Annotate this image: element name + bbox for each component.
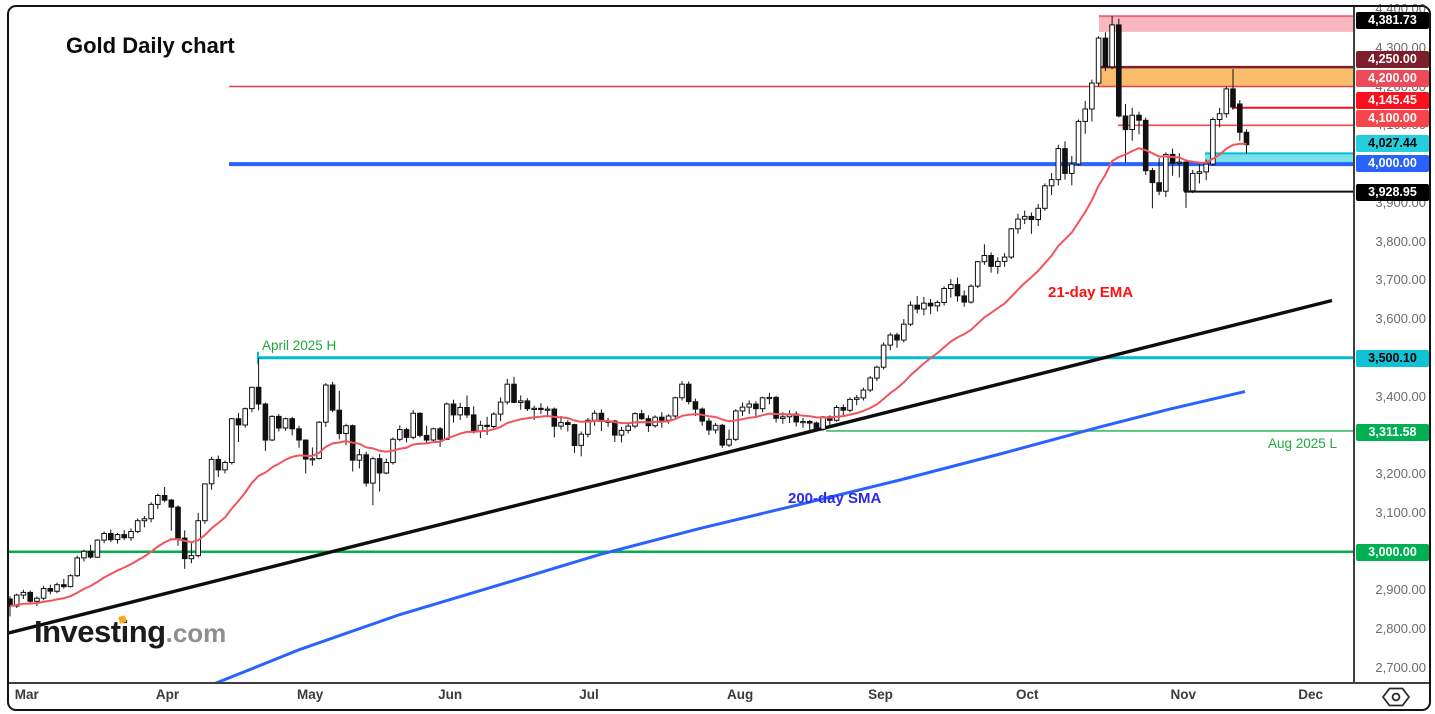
price-badge: 4,145.45	[1356, 91, 1429, 109]
chart-annotation: 21-day EMA	[1048, 284, 1134, 301]
price-badge: 4,100.00	[1356, 109, 1429, 127]
logo-suffix-text: .com	[165, 618, 227, 648]
price-tick-label: 2,800.00	[1375, 621, 1426, 637]
price-badge: 3,928.95	[1356, 183, 1429, 201]
time-tick-label: Oct	[1016, 687, 1039, 702]
chart-annotation: April 2025 H	[262, 338, 337, 353]
trendline	[8, 298, 1333, 635]
level-lines	[8, 65, 1353, 553]
chart-annotation: 200-day SMA	[788, 490, 882, 507]
time-tick-label: Aug	[727, 687, 754, 702]
price-badge: 4,027.44	[1356, 134, 1429, 152]
chart-annotation: Aug 2025 L	[1268, 436, 1338, 451]
time-tick-label: May	[296, 687, 324, 702]
time-tick-label: Nov	[1170, 687, 1197, 702]
price-badge: 4,000.00	[1356, 154, 1429, 172]
price-tick-label: 3,200.00	[1375, 466, 1426, 482]
time-tick-label: Apr	[155, 687, 180, 702]
price-badge: 4,250.00	[1356, 50, 1429, 68]
time-tick-label: Sep	[868, 687, 893, 702]
candles	[8, 16, 1250, 617]
price-tick-label: 2,700.00	[1375, 660, 1426, 675]
price-badge: 3,500.10	[1356, 349, 1429, 367]
price-tick-label: 3,700.00	[1375, 272, 1426, 288]
price-tick-label: 3,600.00	[1375, 311, 1426, 327]
hexagon-eye-icon	[1382, 687, 1410, 707]
price-tick-label: 3,100.00	[1375, 504, 1426, 520]
time-tick-label: Dec	[1298, 687, 1323, 702]
price-badge: 3,000.00	[1356, 543, 1429, 561]
logo-brand-text: Investing	[34, 614, 166, 649]
price-axis-separator	[1353, 6, 1355, 682]
time-tick-label: Jun	[438, 687, 463, 702]
price-badge: 4,381.73	[1356, 11, 1429, 29]
sma-200-line	[214, 390, 1246, 682]
price-tick-label: 2,900.00	[1375, 582, 1426, 598]
time-tick-label: Mar	[14, 687, 39, 702]
investing-logo: Investing.com	[34, 614, 226, 650]
ema-21-line	[9, 142, 1247, 607]
price-badge: 3,311.58	[1356, 423, 1429, 441]
time-tick-label: Jul	[579, 687, 599, 702]
zones	[1099, 15, 1353, 164]
axis-settings-button[interactable]	[1374, 685, 1418, 709]
price-badge: 4,200.00	[1356, 69, 1429, 87]
time-axis-separator	[8, 682, 1431, 684]
page-title: Gold Daily chart	[66, 33, 235, 58]
price-tick-label: 3,800.00	[1375, 233, 1426, 249]
price-tick-label: 3,400.00	[1375, 388, 1426, 404]
